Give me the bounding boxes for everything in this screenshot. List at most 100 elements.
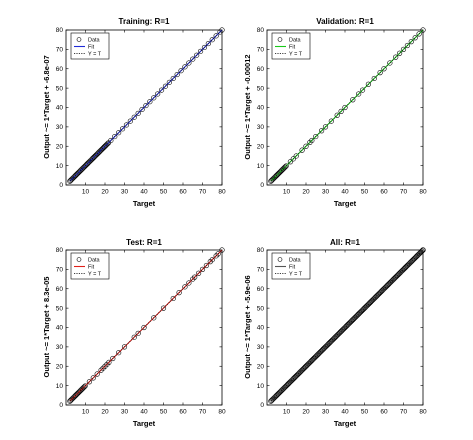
data-point <box>282 164 288 170</box>
x-axis-label: Target <box>133 419 156 428</box>
data-point <box>290 156 296 162</box>
data-point <box>365 301 371 308</box>
data-point <box>385 282 391 288</box>
data-point <box>415 252 421 258</box>
data-point <box>308 358 315 364</box>
data-point <box>268 178 274 184</box>
data-point <box>85 160 91 166</box>
data-point <box>321 345 327 351</box>
data-point <box>190 56 196 62</box>
data-point <box>316 350 323 356</box>
y-tick-label: 80 <box>56 247 64 254</box>
data-point <box>305 361 311 368</box>
data-point <box>102 363 108 369</box>
data-point <box>272 174 279 180</box>
data-point <box>170 75 176 82</box>
x-tick-label: 40 <box>140 409 148 416</box>
data-point <box>90 375 96 381</box>
data-point <box>119 126 126 132</box>
data-point <box>293 153 299 159</box>
legend-entry-label: Fit <box>289 45 296 51</box>
legend-entry-label: Data <box>289 258 302 264</box>
data-point <box>333 334 339 340</box>
x-tick-label: 80 <box>218 189 226 196</box>
data-point <box>412 35 418 41</box>
data-point <box>370 296 377 302</box>
data-point <box>297 369 303 376</box>
data-point <box>335 331 342 337</box>
data-point <box>274 172 280 178</box>
y-tick-label: 10 <box>257 163 265 170</box>
data-point <box>274 392 280 398</box>
data-point <box>182 284 188 290</box>
x-tick-label: 80 <box>218 409 226 416</box>
x-tick-label: 20 <box>101 189 109 196</box>
data-point <box>309 137 315 144</box>
data-point <box>366 301 372 307</box>
data-point <box>280 386 287 392</box>
data-point <box>313 133 319 140</box>
data-point <box>372 294 378 300</box>
data-point <box>205 40 211 47</box>
data-point <box>303 143 309 149</box>
x-tick-label: 60 <box>179 409 187 416</box>
data-point <box>420 27 426 33</box>
data-point <box>70 394 77 401</box>
data-point <box>219 27 225 33</box>
plot-area: 10 20 30 40 50 60 70 80 0 10 20 30 40 50 60 70 80 DataFit… <box>257 247 427 415</box>
y-axis-label: Output ~= 1*Target + -6.8e-07 <box>42 55 51 158</box>
data-point <box>382 284 388 291</box>
data-point <box>81 384 87 390</box>
data-point <box>326 340 333 346</box>
data-point <box>388 279 394 285</box>
data-point <box>290 376 297 382</box>
data-point <box>215 251 221 257</box>
data-point <box>327 339 333 345</box>
data-point <box>282 384 288 390</box>
data-point <box>277 389 283 395</box>
identity-line <box>69 249 223 402</box>
data-point <box>289 377 295 384</box>
data-point <box>396 271 402 277</box>
data-point <box>343 323 350 329</box>
y-tick-label: 70 <box>56 47 64 54</box>
data-point <box>68 397 74 403</box>
data-point <box>72 173 78 179</box>
data-point <box>80 165 86 171</box>
x-tick-label: 50 <box>160 409 168 416</box>
x-tick-label: 20 <box>302 189 310 196</box>
panel-all: All: R=1 Target Output ~= 1*Target + -5.… <box>243 238 427 428</box>
data-point <box>402 265 408 271</box>
x-tick-label: 20 <box>101 409 109 416</box>
data-point <box>201 44 208 51</box>
data-point <box>309 357 315 363</box>
data-point <box>291 375 297 381</box>
data-point <box>103 142 109 148</box>
x-tick-label: 70 <box>400 409 408 416</box>
data-point <box>116 350 122 356</box>
x-tick-label: 10 <box>82 409 90 416</box>
data-point <box>207 259 213 265</box>
data-point <box>271 395 277 402</box>
data-point <box>293 373 299 379</box>
data-point <box>89 156 95 162</box>
data-point <box>278 388 284 394</box>
data-point <box>345 321 351 327</box>
data-point <box>288 378 294 385</box>
data-point <box>417 250 423 256</box>
data-point <box>374 293 380 299</box>
data-point <box>279 387 285 393</box>
legend-symbol-data <box>277 257 283 262</box>
data-point <box>272 394 279 400</box>
data-point <box>281 385 288 391</box>
data-point <box>314 352 320 359</box>
data-point <box>395 272 401 278</box>
data-point <box>311 355 317 361</box>
data-point <box>278 168 284 174</box>
data-point <box>362 304 369 310</box>
data-point <box>69 396 75 402</box>
data-point <box>281 165 288 171</box>
data-point <box>407 259 414 266</box>
data-point <box>304 362 310 368</box>
x-tick-label: 30 <box>322 409 330 416</box>
